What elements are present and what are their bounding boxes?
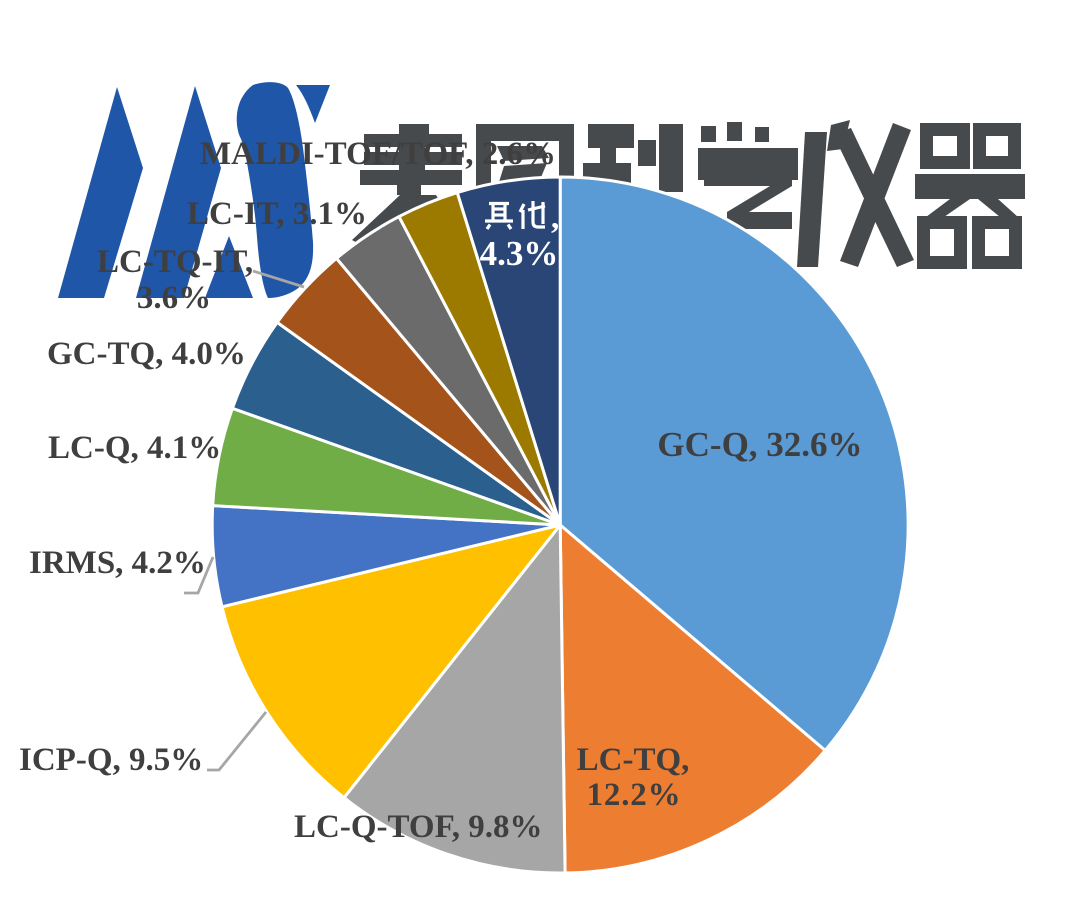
- svg-text:IRMS, 4.2%: IRMS, 4.2%: [29, 545, 206, 581]
- svg-text:12.2%: 12.2%: [587, 777, 682, 813]
- svg-text:GC-Q, 32.6%: GC-Q, 32.6%: [657, 425, 862, 464]
- svg-text:LC-IT, 3.1%: LC-IT, 3.1%: [187, 196, 367, 232]
- svg-text:4.3%: 4.3%: [480, 234, 559, 273]
- svg-text:,: ,: [551, 200, 559, 236]
- svg-text:MALDI-TOF/TOF, 2.6%: MALDI-TOF/TOF, 2.6%: [200, 136, 556, 172]
- svg-text:LC-Q, 4.1%: LC-Q, 4.1%: [48, 430, 221, 466]
- svg-text:3.6%: 3.6%: [137, 280, 211, 316]
- svg-text:LC-TQ-IT,: LC-TQ-IT,: [97, 244, 253, 280]
- svg-text:GC-TQ, 4.0%: GC-TQ, 4.0%: [47, 336, 246, 372]
- svg-text:LC-Q-TOF, 9.8%: LC-Q-TOF, 9.8%: [294, 809, 542, 845]
- svg-text:ICP-Q, 9.5%: ICP-Q, 9.5%: [19, 742, 203, 778]
- svg-text:LC-TQ,: LC-TQ,: [577, 742, 690, 778]
